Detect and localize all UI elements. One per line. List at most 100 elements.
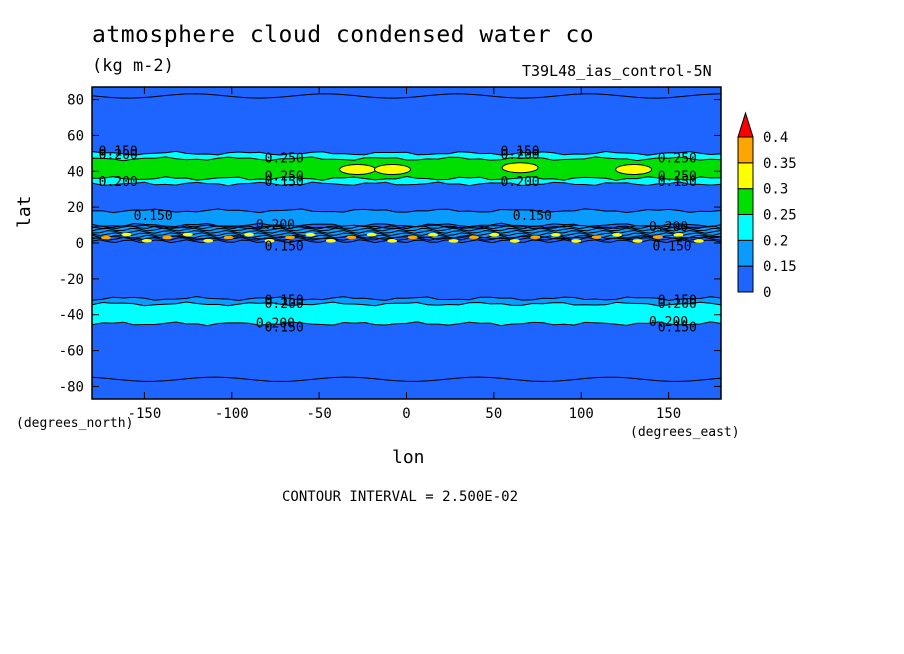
- contour-label: 0.200: [265, 297, 304, 312]
- contour-label: 0.150: [265, 240, 304, 255]
- y-tick-label: 20: [67, 200, 84, 216]
- contour-patch: [387, 239, 398, 243]
- contour-label: 0.150: [513, 209, 552, 224]
- contour-patch: [693, 239, 704, 243]
- colorbar-box: [737, 136, 754, 164]
- contour-patch: [305, 232, 316, 237]
- contour-patch: [182, 232, 193, 237]
- contour-label: 0.150: [265, 293, 304, 308]
- contour-interval: CONTOUR INTERVAL = 2.500E-02: [282, 489, 519, 505]
- contour-patch: [374, 163, 412, 175]
- contour-patch: [366, 232, 377, 237]
- contour-band: [92, 301, 721, 327]
- contour-patch: [652, 235, 663, 239]
- contour-patch: [284, 235, 295, 240]
- colorbar-label: 0.15: [763, 259, 797, 275]
- contour-patch: [141, 238, 152, 243]
- x-tick-label: 0: [402, 406, 410, 422]
- contour-patch: [162, 235, 173, 240]
- contour-label: 0.150: [658, 320, 697, 335]
- colorbar-box: [737, 239, 754, 267]
- contour-label: 0.200: [99, 175, 138, 190]
- contour-patch: [223, 235, 234, 240]
- colorbar-label: 0.2: [763, 233, 788, 249]
- y-tick-label: -80: [59, 379, 84, 395]
- y-tick-label: 60: [67, 128, 84, 144]
- contour-label: 0.150: [99, 145, 138, 160]
- contour-patch: [509, 239, 520, 243]
- contour-patch: [325, 239, 336, 243]
- contour-patch: [530, 235, 541, 239]
- contour-line: [92, 225, 721, 230]
- y-tick-label: -20: [59, 272, 84, 288]
- contour-patch: [673, 233, 684, 237]
- colorbar-label: 0: [763, 285, 771, 301]
- colorbar-label: 0.4: [763, 130, 788, 146]
- contour-patch: [571, 239, 582, 243]
- x-tick-label: -150: [128, 406, 162, 422]
- y-tick-label: -60: [59, 344, 84, 360]
- contour-label: 0.150: [500, 145, 539, 160]
- contour-patch: [346, 235, 357, 240]
- contour-label: 0.250: [265, 170, 304, 185]
- contour-label: 0.200: [256, 218, 295, 233]
- contour-patch: [244, 232, 255, 237]
- run-label: T39L48_ias_control-5N: [522, 62, 712, 80]
- contour-label: 0.150: [265, 320, 304, 335]
- contour-line: [92, 227, 721, 232]
- colorbar-box: [737, 162, 754, 190]
- x-tick-label: 50: [485, 406, 502, 422]
- colorbar-box: [737, 265, 754, 293]
- contour-patch: [591, 235, 602, 239]
- contour-patch: [121, 232, 132, 237]
- contour-label: 0.200: [99, 148, 138, 163]
- x-tick-label: 150: [656, 406, 681, 422]
- chart-title: atmosphere cloud condensed water co: [92, 22, 595, 48]
- contour-line: [92, 236, 721, 241]
- x-axis-label: lon: [392, 447, 425, 468]
- contour-patch: [264, 239, 275, 243]
- contour-patch: [489, 232, 500, 237]
- y-tick-label: 40: [67, 164, 84, 180]
- contour-label: 0.250: [265, 152, 304, 167]
- x-tick-label: -100: [215, 406, 249, 422]
- y-tick-label: 0: [76, 236, 84, 252]
- x-tick-label: 100: [569, 406, 594, 422]
- contour-line: [92, 229, 721, 234]
- contour-label: 0.200: [658, 297, 697, 312]
- contour-line: [92, 93, 721, 99]
- contour-line: [92, 239, 721, 244]
- contour-patch: [339, 163, 377, 175]
- contour-label: 0.200: [500, 175, 539, 190]
- contour-patch: [632, 239, 643, 243]
- colorbar-box: [737, 188, 754, 216]
- contour-patch: [550, 232, 561, 237]
- contour-label: 0.200: [500, 148, 539, 163]
- contour-label: 0.150: [658, 293, 697, 308]
- contour-patch: [448, 239, 459, 243]
- y-units-label: (degrees_north): [16, 416, 134, 431]
- contour-label: 0.200: [649, 315, 688, 330]
- y-tick-label: 80: [67, 93, 84, 109]
- contour-label: 0.250: [658, 170, 697, 185]
- contour-patch: [100, 235, 111, 240]
- colorbar-label: 0.25: [763, 208, 797, 224]
- contour-label: 0.150: [134, 209, 173, 224]
- contour-patch: [612, 232, 623, 237]
- x-units-label: (degrees_east): [630, 425, 740, 440]
- x-tick-label: -50: [306, 406, 331, 422]
- contour-line: [92, 376, 721, 382]
- contour-label: 0.200: [649, 220, 688, 235]
- colorbar-box: [737, 214, 754, 241]
- contour-patch: [203, 238, 214, 243]
- contour-patch: [428, 232, 439, 237]
- contour-patch: [407, 235, 418, 240]
- units-label: (kg m-2): [92, 56, 174, 76]
- colorbar-label: 0.35: [763, 156, 797, 172]
- contour-label: 0.150: [265, 175, 304, 190]
- contour-label: 0.150: [653, 240, 692, 255]
- contour-label: 0.200: [256, 317, 295, 332]
- contour-patch: [615, 163, 653, 175]
